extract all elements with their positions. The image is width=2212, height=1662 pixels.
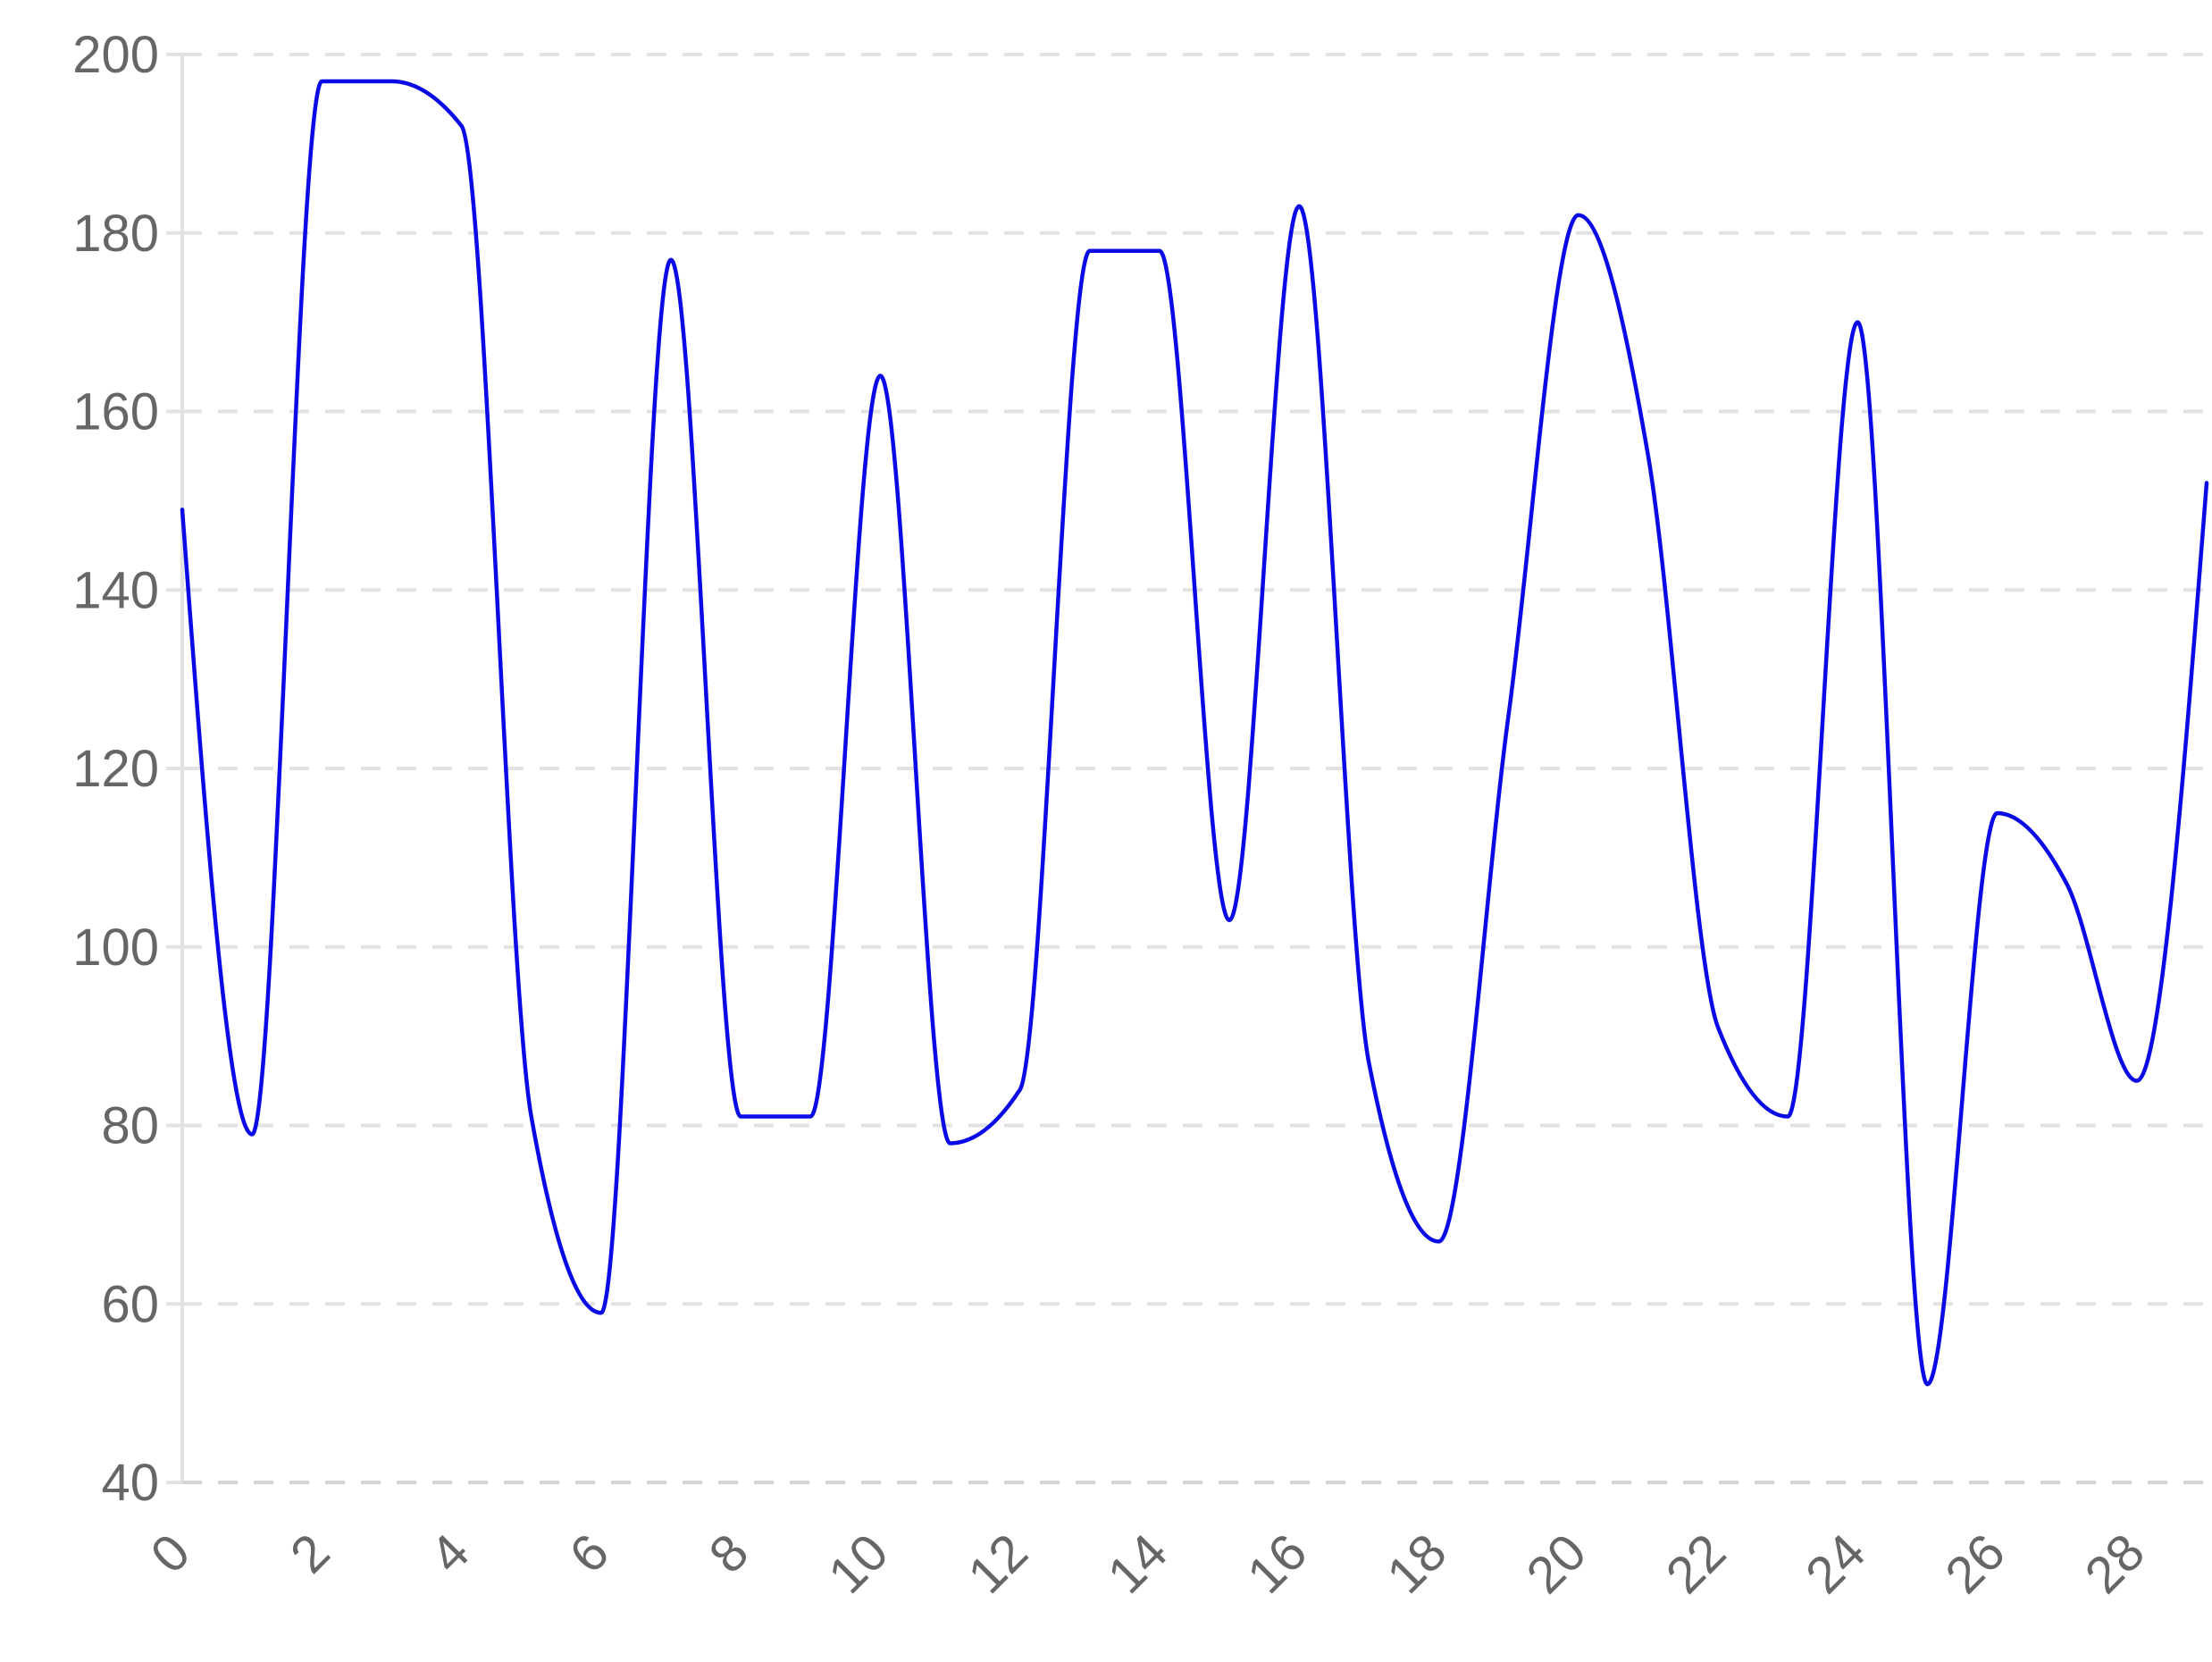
- x-tick-label: 20: [1515, 1523, 1597, 1605]
- series-line: [180, 79, 2209, 1387]
- x-tick-label: 18: [1376, 1523, 1458, 1605]
- x-tick-label: 14: [1097, 1523, 1179, 1605]
- x-tick-label: 10: [817, 1523, 900, 1605]
- y-tick-label: 100: [72, 919, 159, 977]
- y-tick-label: 60: [101, 1275, 159, 1333]
- x-tick-label: 8: [699, 1523, 760, 1584]
- y-tick-label: 120: [72, 740, 159, 798]
- y-tick-label: 80: [101, 1097, 159, 1155]
- series-layer: [180, 79, 2209, 1387]
- x-tick-label: 2: [280, 1523, 341, 1584]
- x-tick-label: 12: [957, 1523, 1039, 1605]
- x-tick-label: 28: [2074, 1523, 2156, 1605]
- y-tick-label: 40: [101, 1454, 159, 1512]
- y-tick-label: 160: [72, 383, 159, 441]
- x-tick-label: 0: [139, 1523, 201, 1584]
- y-axis-ticks: 40 60 80 100 120 140 160 180 200: [72, 26, 182, 1512]
- x-tick-label: 6: [558, 1523, 620, 1584]
- x-tick-label: 22: [1655, 1523, 1738, 1605]
- x-tick-label: 16: [1236, 1523, 1319, 1605]
- y-tick-label: 200: [72, 26, 159, 84]
- x-tick-label: 26: [1934, 1523, 2016, 1605]
- y-tick-label: 180: [72, 205, 159, 263]
- y-tick-label: 140: [72, 561, 159, 619]
- x-tick-label: 24: [1795, 1523, 1877, 1605]
- x-axis-ticks: 0 2 4 6 8 10 12 14 16 18 20 22 24 26 28: [139, 1523, 2156, 1605]
- x-tick-label: 4: [419, 1523, 481, 1584]
